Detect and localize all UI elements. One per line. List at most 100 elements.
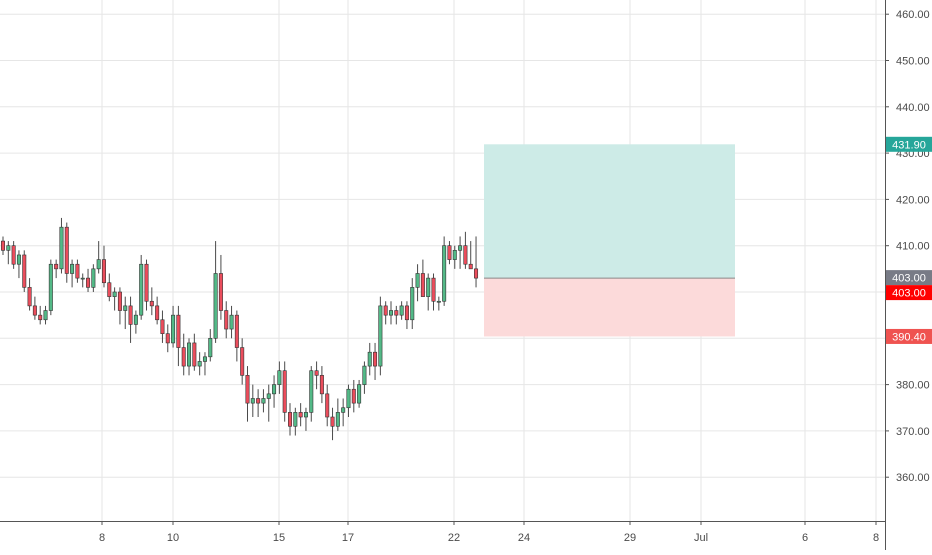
candle-down [288,412,293,427]
candle-up [133,314,138,325]
candle-down [245,375,250,404]
candle-up [436,300,441,303]
candle-down [319,375,324,395]
candle-up [208,337,213,358]
target-price-tag: 431.90 [886,136,932,152]
candle-up [410,287,415,321]
candle-down [420,273,425,297]
y-tick-label: 410.00 [896,241,930,253]
y-tick-label: 460.00 [896,9,930,21]
candle-up [171,314,176,344]
y-tick-label: 360.00 [896,472,930,484]
candle-up [277,370,282,385]
y-tick-label: 420.00 [896,194,930,206]
candle-down [218,273,223,311]
candle-up [303,412,308,418]
candle-up [261,398,266,404]
x-tick-label: 10 [167,532,179,544]
candle-up [112,291,117,297]
stop-price-tag-label: 390.40 [892,331,926,343]
entry-price-tag-label: 403.00 [892,288,926,300]
target-price-tag-bg [886,136,932,152]
x-tick-label: 15 [273,532,285,544]
candle-down [394,310,399,316]
candle-up [362,365,367,385]
candle-up [197,361,202,367]
y-tick-label: 450.00 [896,56,930,68]
entry-price-tag: 403.00 [886,285,932,301]
candle-down [27,287,32,307]
last-price-tag-bg [886,270,932,286]
candle-down [64,226,69,274]
candle-down [181,347,186,367]
candle-up [335,412,340,427]
candle-up [250,398,255,404]
candle-up [202,356,207,362]
candle-down [404,305,409,321]
candle-up [399,305,404,316]
x-tick-label: Jul [694,532,708,544]
profit-zone[interactable] [484,144,735,279]
x-tick-label: 6 [802,532,808,544]
candle-down [149,300,154,307]
candle-down [54,263,59,270]
x-tick-label: 22 [448,532,460,544]
position-tool[interactable] [484,144,735,337]
price-tags-layer: 431.90 390.40 403.00 403.00 [886,136,932,344]
target-price-tag-label: 431.90 [892,139,926,151]
y-tick-label: 380.00 [896,380,930,392]
loss-zone[interactable] [484,278,735,337]
candle-down [447,245,452,260]
candle-up [48,263,53,311]
candle-up [123,305,128,311]
candle-down [160,319,165,334]
candle-down [431,277,436,302]
x-tick-label: 8 [873,532,879,544]
x-tick-label: 24 [518,532,530,544]
candle-down [107,282,112,297]
candle-up [272,384,277,395]
x-tick-label: 29 [624,532,636,544]
candle-down [314,370,319,376]
candle-up [442,245,447,302]
candle-down [474,268,479,279]
candle-down [256,398,261,404]
candles-layer [0,217,479,441]
candle-down [144,263,149,302]
stop-price-tag: 390.40 [886,328,932,344]
last-price-tag: 403.00 [886,270,932,286]
candle-up [367,351,372,367]
candle-up [388,310,393,316]
candle-up [229,314,234,330]
candle-down [32,305,37,316]
y-tick-label: 440.00 [896,102,930,114]
candle-down [330,416,335,427]
candle-down [128,305,133,325]
candle-down [86,277,91,288]
candle-down [383,305,388,316]
x-tick-label: 8 [99,532,105,544]
candle-up [458,245,463,251]
candle-down [155,305,160,321]
candle-up [293,412,298,427]
candle-down [11,245,16,265]
candle-up [452,250,457,260]
candle-up [139,263,144,316]
candle-down [298,412,303,418]
candle-down [165,333,170,344]
y-tick-label: 370.00 [896,426,930,438]
candle-down [117,291,122,311]
candle-down [192,342,197,367]
candle-up [378,305,383,367]
candle-down [463,245,468,265]
last-price-tag-label: 403.00 [892,273,926,285]
candle-up [266,393,271,399]
candle-down [373,351,378,367]
candle-up [16,254,21,265]
candle-down [282,370,287,413]
candle-down [75,263,80,279]
candle-up [187,342,192,367]
candle-up [70,263,75,274]
